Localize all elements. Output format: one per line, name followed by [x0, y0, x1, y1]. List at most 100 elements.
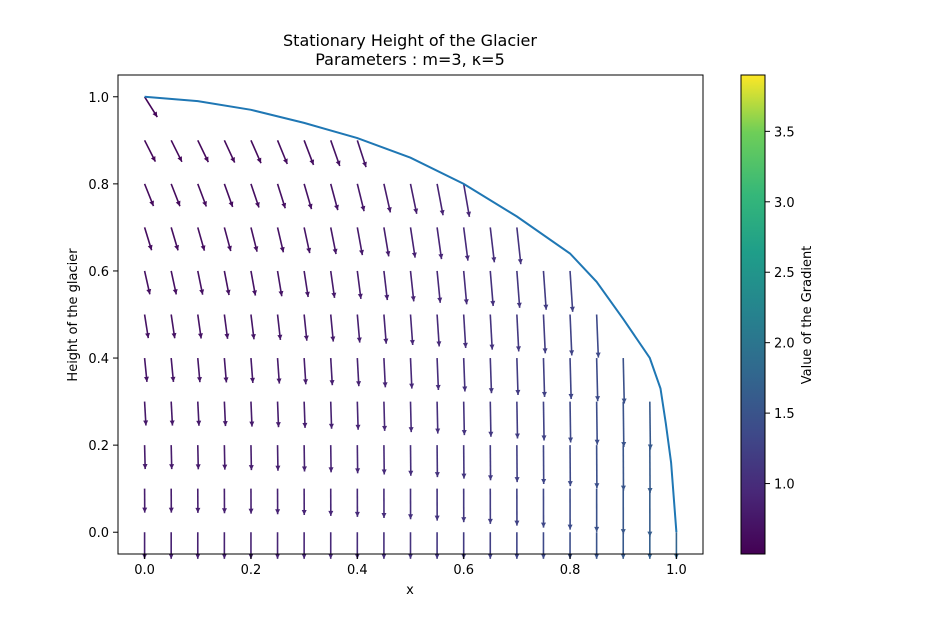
vector-arrow: [275, 401, 281, 428]
vector-arrow: [462, 270, 469, 305]
vector-arrow: [301, 532, 307, 559]
vector-arrow: [381, 445, 387, 475]
vector-arrow: [168, 532, 174, 559]
x-tick-label: 0.6: [453, 563, 474, 578]
x-tick-label: 0.4: [347, 563, 368, 578]
vector-arrow: [170, 139, 183, 163]
y-tick-label: 0.0: [88, 526, 109, 541]
vector-arrow: [328, 488, 334, 516]
vector-arrow: [223, 314, 230, 339]
colorbar-tick-label: 1.0: [774, 478, 795, 493]
vector-arrow: [329, 183, 339, 211]
vector-arrow: [462, 314, 468, 348]
vector-arrow: [647, 401, 653, 450]
vector-arrow: [249, 401, 255, 427]
colorbar-tick-label: 2.0: [774, 337, 795, 352]
vector-arrow: [541, 488, 547, 528]
vector-arrow: [434, 445, 440, 478]
vector-arrow: [436, 227, 444, 260]
vector-arrow: [514, 488, 520, 526]
vector-arrow: [408, 401, 414, 433]
vector-arrow: [302, 401, 308, 428]
vector-arrow: [221, 488, 227, 514]
y-tick-label: 1.0: [88, 91, 109, 106]
vector-arrow: [196, 401, 202, 426]
vector-arrow: [329, 140, 341, 167]
y-tick-label: 0.4: [88, 352, 109, 367]
vector-arrow: [409, 270, 416, 302]
vector-arrow: [514, 532, 520, 559]
vector-arrow: [356, 227, 364, 256]
vector-arrow: [328, 532, 334, 559]
vector-arrow: [170, 357, 176, 383]
vector-arrow: [434, 532, 440, 559]
vector-arrow: [248, 488, 254, 514]
vector-arrow: [542, 270, 549, 310]
vector-arrow: [488, 401, 494, 437]
vector-arrow: [487, 532, 493, 559]
vector-arrow: [409, 358, 415, 389]
vector-arrow: [276, 183, 287, 209]
vector-arrow: [435, 358, 441, 391]
vector-arrow: [408, 532, 413, 559]
vector-arrow: [195, 532, 201, 559]
vector-arrow: [223, 227, 232, 252]
vector-arrow: [250, 227, 259, 252]
vector-arrow: [196, 270, 205, 295]
vector-arrow: [383, 227, 391, 257]
vector-arrow: [142, 445, 148, 470]
colorbar-tick-label: 2.5: [774, 266, 795, 281]
vector-arrow: [435, 401, 441, 434]
vector-arrow: [143, 139, 157, 163]
vector-arrow: [409, 183, 419, 214]
vector-arrow: [436, 314, 442, 347]
vector-arrow: [275, 532, 281, 559]
vector-arrow: [276, 227, 285, 253]
vector-arrow: [249, 357, 255, 384]
vector-arrow: [594, 445, 600, 489]
colorbar-label: Value of the Gradient: [800, 246, 815, 385]
colorbar-tick-label: 3.5: [774, 125, 795, 140]
vector-arrow: [567, 445, 573, 487]
vector-arrow: [221, 532, 227, 559]
vector-arrow: [462, 358, 468, 392]
vector-arrow: [197, 183, 208, 207]
vector-arrow: [569, 314, 575, 356]
vector-arrow: [356, 270, 363, 300]
y-axis-ticks: 0.0 0.2 0.4 0.6 0.8 1.0: [88, 91, 118, 541]
vector-arrow: [647, 445, 653, 494]
x-tick-label: 0.0: [134, 563, 155, 578]
vector-arrow: [303, 227, 312, 254]
vector-arrow: [250, 139, 262, 164]
vector-arrow: [303, 183, 313, 210]
vector-arrow: [620, 532, 626, 559]
vector-arrow: [197, 139, 210, 163]
vector-arrow: [355, 445, 361, 474]
vector-arrow: [383, 270, 390, 301]
plot-frame: [117, 74, 704, 555]
vector-arrow: [620, 445, 626, 491]
vector-arrow: [222, 401, 228, 427]
vector-arrow: [276, 357, 282, 384]
vector-arrow: [143, 227, 153, 251]
vector-arrow: [541, 358, 547, 397]
vector-arrow: [328, 445, 334, 473]
vector-arrow: [461, 488, 467, 523]
vector-arrow: [276, 270, 284, 297]
vector-arrow: [143, 401, 149, 426]
vector-arrow: [595, 314, 601, 358]
vector-arrow: [143, 270, 152, 295]
vector-arrow: [515, 358, 521, 396]
vector-arrow: [594, 532, 600, 559]
vector-arrow: [356, 140, 367, 168]
x-tick-label: 0.2: [241, 563, 262, 578]
colorbar: [740, 74, 766, 555]
vector-arrow: [383, 314, 389, 344]
vector-arrow: [250, 183, 260, 208]
vector-arrow: [250, 270, 257, 296]
chart-title: Stationary Height of the Glacier: [283, 31, 537, 50]
vector-arrow: [647, 488, 653, 537]
vector-arrow: [356, 314, 362, 343]
vector-arrow: [594, 401, 600, 445]
vector-arrow: [514, 445, 520, 483]
